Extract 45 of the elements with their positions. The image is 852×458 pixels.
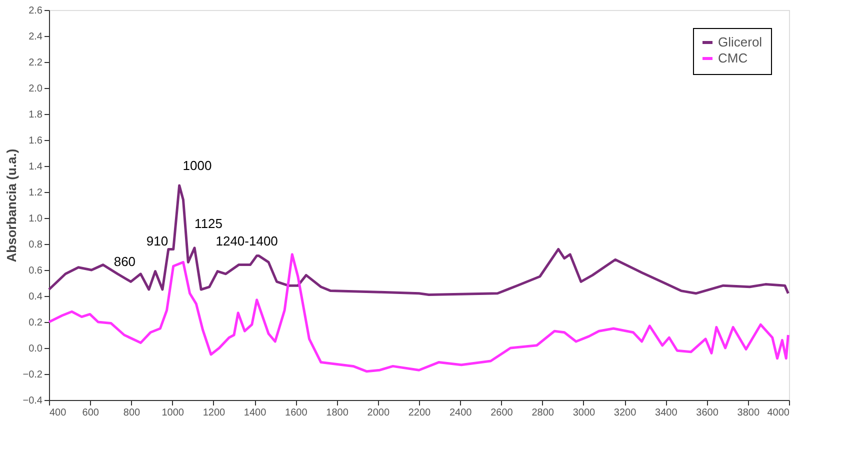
y-tick-label: 0.6 <box>28 266 43 276</box>
x-tick-label: 4000 <box>767 408 790 418</box>
x-tick-label: 3400 <box>655 408 678 418</box>
x-tick-label: 1800 <box>326 408 349 418</box>
y-axis-title: Absorbancia (u.a.) <box>4 148 19 262</box>
y-tick-label: 0.4 <box>28 292 43 302</box>
x-tick-label: 2000 <box>367 408 390 418</box>
annotation: 910 <box>146 233 168 248</box>
y-tick-label: −0.4 <box>22 396 43 406</box>
annotation: 1125 <box>194 216 223 231</box>
annotation: 1000 <box>182 158 212 173</box>
x-tick-label: 1000 <box>162 408 184 418</box>
line-series <box>48 253 790 373</box>
x-tick-label: 2200 <box>408 408 432 418</box>
legend-label: Glicerol <box>718 34 762 50</box>
x-tick-label: 1600 <box>285 408 308 418</box>
y-tick-label: 1.0 <box>28 214 43 224</box>
x-tick-label: 3200 <box>614 408 637 418</box>
y-tick-label: 1.8 <box>28 110 43 120</box>
y-tick-label: 0.0 <box>28 344 43 354</box>
y-tick-label: 0.8 <box>28 240 43 250</box>
y-tick-label: 2.4 <box>28 32 43 42</box>
x-tick-label: 3000 <box>572 408 596 418</box>
annotation: 860 <box>114 254 136 269</box>
x-tick-label: 2400 <box>449 408 472 418</box>
x-tick-label: 2600 <box>490 408 514 418</box>
y-tick-label: 0.2 <box>28 318 43 328</box>
y-tick-label: 1.4 <box>28 162 43 172</box>
annotation: 1240-1400 <box>216 234 278 249</box>
x-tick-label: 400 <box>50 408 67 418</box>
y-tick-label: 2.0 <box>28 84 43 94</box>
x-tick-label: 3600 <box>696 408 719 418</box>
line-series <box>48 184 790 296</box>
y-tick-label: 2.2 <box>28 58 43 68</box>
x-tick-label: 800 <box>123 408 140 418</box>
x-tick-label: 1200 <box>202 408 226 418</box>
x-tick-label: 600 <box>82 408 100 418</box>
y-tick-label: 2.6 <box>28 6 43 16</box>
y-tick-label: −0.2 <box>22 370 43 380</box>
x-tick-label: 3800 <box>737 408 760 418</box>
y-tick-label: 1.2 <box>28 188 43 198</box>
x-tick-label: 2800 <box>532 408 554 418</box>
x-tick-label: 1400 <box>244 408 267 418</box>
y-tick-label: 1.6 <box>28 136 43 146</box>
legend-label: CMC <box>718 50 748 66</box>
